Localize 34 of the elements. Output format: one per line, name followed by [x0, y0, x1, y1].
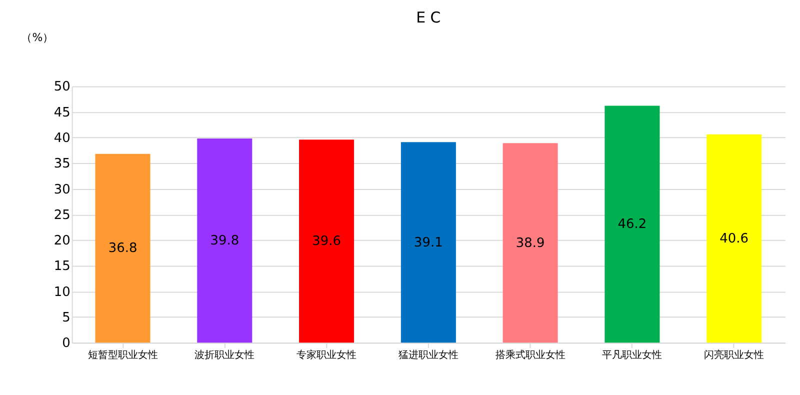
chart-title: E C	[416, 8, 441, 26]
y-tick-label: 10	[54, 284, 70, 300]
x-tick-label: 平凡职业女性	[602, 349, 662, 362]
bar	[706, 134, 762, 343]
bar	[502, 143, 558, 343]
data-label: 40.6	[720, 232, 749, 247]
data-label: 38.9	[516, 236, 545, 251]
x-tick-label: 搭乘式职业女性	[495, 349, 566, 362]
y-tick-label: 20	[54, 234, 70, 249]
data-label: 36.8	[108, 241, 138, 256]
x-tick-label: 闪亮职业女性	[704, 349, 764, 362]
bar	[400, 142, 456, 343]
x-tick-label: 猛进职业女性	[398, 349, 458, 362]
x-tick-label: 波折职业女性	[194, 349, 255, 362]
y-tick-label: 30	[54, 182, 70, 198]
data-label: 39.1	[414, 235, 443, 250]
x-tick-label: 专家职业女性	[296, 349, 357, 362]
y-tick-label: 35	[54, 156, 70, 172]
y-tick-label: 15	[54, 259, 70, 274]
y-tick-label: 0	[62, 336, 70, 352]
bar	[299, 140, 354, 343]
y-tick-label: 25	[54, 208, 70, 223]
data-label: 39.8	[210, 234, 240, 249]
x-tick-label: 短暂型职业女性	[88, 349, 158, 362]
data-label: 39.6	[312, 234, 341, 250]
bar	[95, 154, 150, 343]
y-tick-label: 45	[54, 105, 70, 120]
y-tick-label: 5	[62, 310, 70, 326]
data-label: 46.2	[618, 217, 647, 232]
bar	[197, 138, 252, 343]
y-tick-label: 40	[54, 131, 70, 146]
y-tick-label: 50	[54, 80, 70, 95]
bar	[604, 106, 660, 343]
y-axis-title: （%）	[21, 30, 54, 44]
